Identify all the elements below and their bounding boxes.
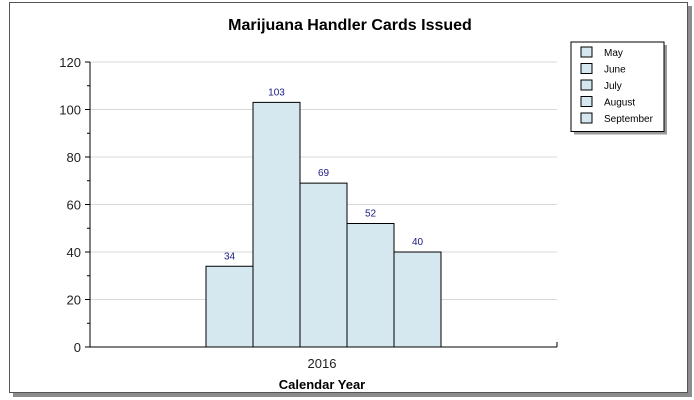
legend-swatch [580,46,593,58]
legend-swatch [580,112,593,124]
x-axis-label: Calendar Year [279,377,365,392]
y-tick-label: 60 [67,198,81,213]
y-tick-label: 20 [67,293,81,308]
bar-august [346,223,395,348]
legend-label: May [604,48,623,59]
y-tick-label: 40 [67,245,81,260]
legend-label: September [604,114,654,125]
data-label: 34 [224,251,236,262]
bar-may [205,265,254,348]
y-tick-label: 0 [74,340,81,355]
bars: 34 103 69 52 40 [205,87,442,348]
data-label: 52 [365,209,377,220]
legend-swatch [580,79,593,91]
x-tick-label: 2016 [308,356,337,371]
legend-label: July [604,81,622,92]
y-tick-label: 120 [59,55,81,70]
y-tick-label: 100 [59,103,81,118]
legend-label: August [604,98,635,109]
gridlines [90,61,557,300]
legend-label: June [604,65,626,76]
bar-july [299,182,348,348]
chart-title: Marijuana Handler Cards Issued [228,17,472,34]
data-label: 40 [412,237,424,248]
axes: 0 20 40 60 80 100 120 [59,55,558,355]
legend: May June July August September [570,41,667,135]
bar-june [252,101,301,348]
bar-september [393,251,442,348]
data-label: 103 [268,87,285,98]
legend-swatch [580,63,593,74]
legend-swatch [580,96,593,107]
data-label: 69 [318,168,330,179]
y-tick-label: 80 [67,150,81,165]
